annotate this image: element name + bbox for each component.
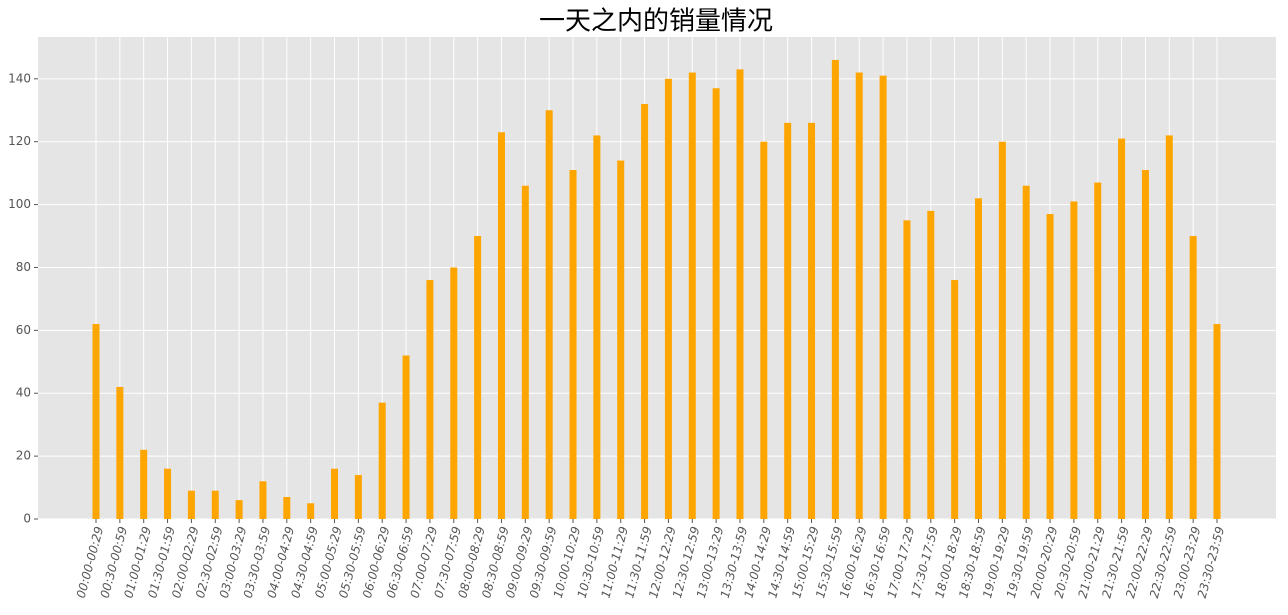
bar [641,103,649,519]
y-tick-label: 120 [8,134,31,148]
y-tick-label: 0 [23,512,31,526]
bar [1165,135,1173,519]
bar [1118,138,1126,519]
bar [593,135,601,519]
bar [664,78,672,519]
bar [974,198,982,519]
bar [474,236,482,519]
bar [354,474,362,519]
bar [1213,324,1221,519]
bar [831,59,839,519]
bar [903,220,911,519]
bar [187,490,195,519]
bar [617,160,625,519]
bar [92,324,100,519]
bar [736,69,744,520]
bar [211,490,219,519]
y-tick-label: 80 [16,260,31,274]
bar [927,210,935,520]
bar [402,355,410,519]
bar [712,88,720,519]
y-tick-label: 100 [8,197,31,211]
bar [1022,185,1030,519]
bar [1189,236,1197,519]
bar [497,132,505,519]
bar [140,449,148,519]
plot-background [38,37,1276,519]
y-tick-label: 20 [16,449,31,463]
bar [307,503,315,519]
bar [808,122,816,519]
bar [688,72,696,520]
bar [235,500,243,519]
bar [760,141,768,519]
bar [450,267,458,519]
bar [855,72,863,520]
bar [331,468,339,519]
bar [1094,182,1102,519]
chart-title: 一天之内的销量情况 [539,7,773,37]
bar [1141,169,1149,519]
bar [879,75,887,519]
y-tick-label: 40 [16,386,31,400]
bar [116,386,124,519]
bar [998,141,1006,519]
bar [1070,201,1078,519]
bar [1046,214,1054,520]
bar [164,468,172,519]
bar [545,110,553,519]
bar [951,280,959,519]
bar [259,481,267,519]
bar [378,402,386,519]
y-tick-label: 60 [16,323,31,337]
bar [521,185,529,519]
bar [784,122,792,519]
bar [569,169,577,519]
bar [283,496,291,519]
bar [426,280,434,519]
y-tick-label: 140 [8,71,31,85]
